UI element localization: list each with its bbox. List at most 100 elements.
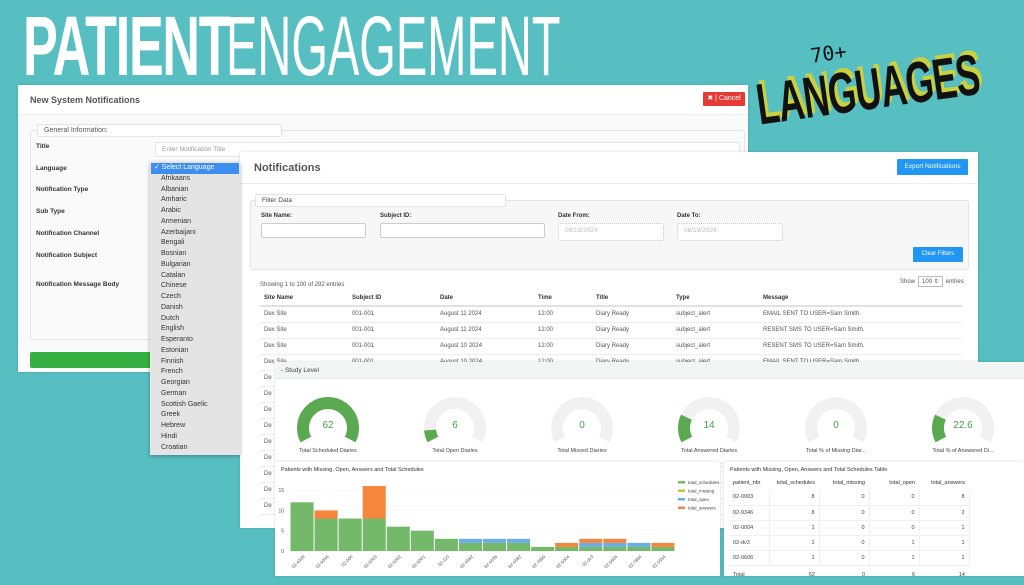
language-option[interactable]: Armenian: [161, 217, 191, 225]
date-from-input[interactable]: 08/19/2024: [558, 223, 664, 241]
language-option[interactable]: Arabic: [161, 207, 181, 214]
gauge-arc: [805, 397, 867, 443]
gauge-track: [424, 397, 486, 443]
stacked-bar-chart: 0 5 10 15 02-4328 02-9346 02-004 02-0003 02-0002…: [278, 480, 720, 570]
column-header[interactable]: Site Name: [260, 290, 348, 307]
table-row[interactable]: Dex Site 001-001 August 11 2024 12:00 Diary …: [260, 322, 962, 339]
table-cell: 1: [769, 550, 820, 566]
language-option[interactable]: Azerbaijani: [161, 228, 196, 236]
bar-total_open: [603, 542, 627, 547]
language-option[interactable]: Afrikaans: [161, 174, 191, 182]
column-header[interactable]: patient_nbr: [733, 480, 761, 486]
language-option[interactable]: Greek: [161, 411, 181, 419]
table-cell: 8: [919, 490, 970, 506]
language-option[interactable]: Chinese: [161, 282, 187, 290]
language-option[interactable]: German: [161, 389, 187, 397]
language-option[interactable]: Bosnian: [161, 250, 187, 257]
table-row[interactable]: Dex Site 001-001 August 11 2024 12:00 Diary …: [260, 306, 962, 323]
language-option[interactable]: Croatian: [161, 443, 188, 451]
bar-total_schedules: [338, 518, 362, 551]
table-cell: 0: [819, 520, 870, 536]
x-tick-label: 02-0003: [363, 554, 379, 570]
subject-id-label: Subject ID:: [380, 213, 412, 219]
field-label: Sub Type: [36, 208, 65, 215]
export-notifications-button[interactable]: Export Notifications: [897, 159, 968, 175]
column-header[interactable]: Date: [436, 290, 534, 307]
site-name-input[interactable]: [261, 223, 366, 238]
language-option[interactable]: Amharic: [161, 196, 187, 204]
table-cell: 12:00: [534, 306, 592, 323]
gauge-value: 0: [833, 420, 839, 431]
language-option[interactable]: Georgian: [161, 379, 190, 386]
language-option[interactable]: Catalan: [161, 271, 186, 279]
subject-id-input[interactable]: [380, 223, 545, 238]
column-header[interactable]: Message: [759, 290, 962, 307]
date-to-input[interactable]: 08/19/2024: [677, 223, 783, 241]
bar-total_schedules: [627, 546, 651, 551]
table-cell: 001-001: [348, 338, 436, 355]
x-tick-label: 02-4536: [483, 554, 499, 570]
column-header[interactable]: total_schedules: [776, 480, 815, 486]
language-option[interactable]: Hebrew: [161, 422, 186, 429]
table-row: 02-0004 1 0 0 1: [729, 520, 970, 536]
language-option[interactable]: Hindi: [161, 432, 177, 440]
bar-total_answers: [555, 542, 579, 547]
field-label: Notification Subject: [36, 252, 98, 259]
gauge: 22.6 Total % of Answered Di...: [918, 392, 1008, 462]
bar-total_schedules: [410, 530, 434, 551]
field-label: Notification Message Body: [36, 281, 120, 288]
gauge-label: Total Scheduled Diaries: [299, 448, 357, 454]
language-option[interactable]: Czech: [161, 293, 181, 300]
languages-word: LANGUAGES: [752, 41, 984, 138]
gauge: 0 Total % of Missing Diar...: [791, 392, 881, 462]
column-header[interactable]: total_missing: [832, 480, 865, 486]
panel-title: New System Notifications: [18, 85, 748, 115]
column-header[interactable]: Title: [592, 290, 672, 307]
language-option[interactable]: Bulgarian: [161, 260, 191, 268]
language-option[interactable]: Dutch: [161, 314, 180, 322]
total-cell: 0: [861, 572, 865, 579]
field-label: Language: [36, 165, 67, 172]
language-option[interactable]: Albanian: [161, 185, 189, 193]
page-length: Show 100 ⇕ entries: [900, 276, 964, 287]
total-cell: 14: [958, 572, 965, 579]
x-tick-label: 02-7890: [531, 554, 547, 570]
column-header[interactable]: Type: [672, 290, 759, 307]
language-option-selected[interactable]: ✓ Select Language: [151, 163, 239, 174]
language-option[interactable]: Finnish: [161, 357, 184, 365]
language-option[interactable]: French: [161, 368, 183, 376]
column-header[interactable]: Time: [534, 290, 592, 307]
table-row: 02-dv3 1 0 1 1: [729, 535, 970, 551]
language-option[interactable]: Esperanto: [161, 336, 193, 343]
page-length-select[interactable]: 100 ⇕: [918, 276, 943, 287]
language-option[interactable]: Bengali: [161, 239, 185, 247]
gauge: 62 Total Scheduled Diaries: [283, 392, 373, 462]
bar-total_open: [458, 538, 482, 543]
clear-filters-button[interactable]: Clear Filters: [913, 247, 963, 262]
table-cell: RESENT SMS TO USER=Sam Smith.: [759, 322, 962, 339]
study-level-toggle[interactable]: - Study Level: [275, 362, 1024, 379]
bar-total_schedules: [579, 546, 603, 551]
language-option[interactable]: English: [161, 325, 184, 333]
field-label: Notification Type: [36, 186, 89, 193]
column-header[interactable]: Subject ID: [348, 290, 436, 307]
bar-total_answers: [603, 538, 627, 543]
table-cell: 1: [919, 520, 970, 536]
language-option[interactable]: Scottish Gaelic: [161, 400, 208, 408]
language-option[interactable]: Danish: [161, 303, 183, 311]
gauge-label: Total Answered Diaries: [681, 448, 737, 454]
language-option[interactable]: Estonian: [161, 346, 189, 354]
bar-total_answers: [651, 542, 675, 547]
cancel-button[interactable]: ✖ | Cancel: [703, 92, 745, 106]
gauge: 6 Total Open Diaries: [410, 392, 500, 462]
column-header[interactable]: total_open: [889, 480, 915, 486]
table-cell: EMAIL SENT TO USER=Sam Smith.: [759, 306, 962, 323]
table-cell: Dex Site: [260, 322, 348, 339]
language-dropdown[interactable]: ✓ Select Language Afrikaans Albanian Amhar…: [150, 162, 240, 455]
x-tick-label: 02-5554: [651, 554, 667, 570]
table-cell: 0: [819, 490, 870, 506]
column-header[interactable]: total_answers: [931, 480, 965, 486]
banner-title-thin: ENGAGEMENT: [226, 0, 561, 93]
table-cell: 02-dv3: [729, 535, 770, 551]
